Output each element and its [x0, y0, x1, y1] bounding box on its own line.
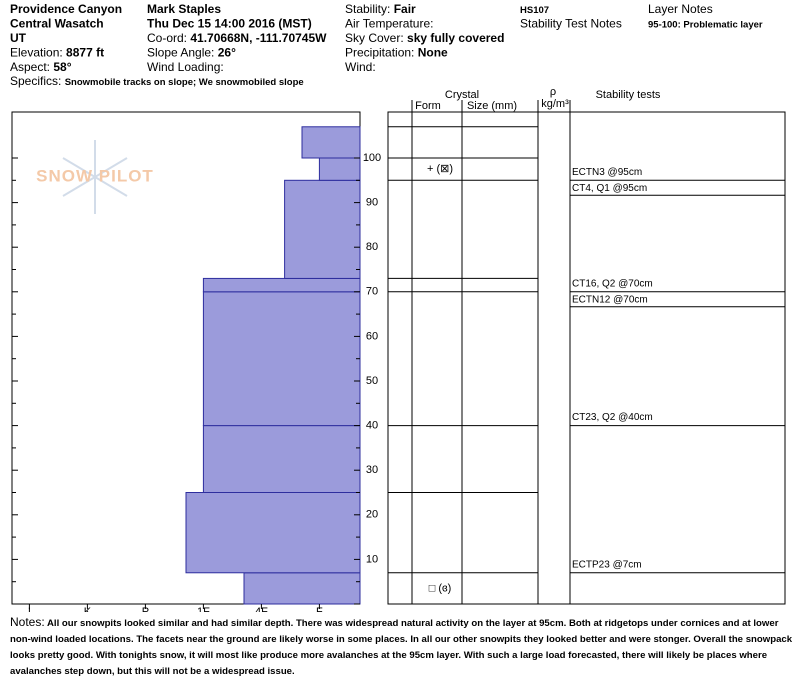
field-value: sky fully covered: [407, 31, 504, 45]
y-tick-label: 60: [366, 330, 378, 342]
field-value: HS107: [520, 5, 549, 16]
field-label: Wind Loading:: [147, 60, 224, 74]
field-label: Aspect:: [10, 60, 50, 74]
column-header: Form: [415, 100, 441, 112]
column-header: Crystal: [445, 89, 479, 101]
field-value: UT: [10, 31, 27, 45]
y-tick-label: 50: [366, 375, 378, 387]
grain-form: □ (ɞ): [429, 582, 452, 594]
field-label: Stability Test Notes: [520, 17, 622, 31]
field-label: Air Temperature:: [345, 17, 433, 31]
header-field: Air Temperature:: [345, 17, 433, 31]
stability-test: ECTN12 @70cm: [572, 294, 648, 305]
column-header: Stability tests: [596, 89, 661, 101]
column-header: Size (mm): [467, 100, 517, 112]
logo-text: SNOW PILOT: [36, 166, 154, 185]
stability-test: CT4, Q1 @95cm: [572, 183, 647, 194]
field-label: Elevation:: [10, 46, 63, 60]
specifics: Specifics: Snowmobile tracks on slope; W…: [10, 74, 304, 88]
field-value: 8877 ft: [66, 46, 104, 60]
header-field: Precipitation: None: [345, 46, 448, 60]
y-tick-label: 40: [366, 420, 378, 432]
column-header: kg/m³: [541, 98, 569, 110]
hardness-bar: [185, 492, 361, 574]
field-value: None: [418, 46, 448, 60]
header-field: Elevation: 8877 ft: [10, 46, 104, 60]
field-value: 41.70668N, -111.70745W: [190, 31, 327, 45]
x-tick-label: K: [84, 606, 92, 612]
y-tick-label: 20: [366, 509, 378, 521]
x-tick-label: 4F: [255, 606, 268, 612]
x-tick-label: 1F: [197, 606, 210, 612]
column-header: ρ: [550, 86, 556, 98]
field-value: 26°: [218, 46, 236, 60]
stability-test: CT16, Q2 @70cm: [572, 278, 653, 289]
hardness-bar: [318, 157, 361, 181]
grain-form: + (⊠): [427, 163, 453, 175]
field-label: Slope Angle:: [147, 46, 214, 60]
header-field: Mark Staples: [147, 2, 221, 16]
notes: Notes: All our snowpits looked similar a…: [10, 614, 798, 676]
x-tick-label: I: [28, 606, 31, 612]
notes-label: Notes:: [10, 615, 45, 629]
header-field: Thu Dec 15 14:00 2016 (MST): [147, 17, 312, 31]
field-value: Central Wasatch: [10, 17, 104, 31]
x-tick-label: F: [316, 606, 323, 612]
y-tick-label: 100: [363, 152, 381, 164]
header-field: Co-ord: 41.70668N, -111.70745W: [147, 31, 327, 45]
field-value: 95-100: Problematic layer: [648, 19, 763, 30]
field-value: Mark Staples: [147, 2, 221, 16]
y-tick-label: 80: [366, 241, 378, 253]
y-tick-label: 30: [366, 464, 378, 476]
header-field: UT: [10, 31, 27, 45]
field-value: 58°: [53, 60, 71, 74]
logo: [62, 140, 128, 214]
hardness-bar: [284, 179, 361, 279]
hardness-bar: [202, 291, 361, 427]
field-label: Precipitation:: [345, 46, 414, 60]
x-tick-label: P: [142, 606, 149, 612]
specifics-label: Specifics:: [10, 74, 61, 88]
header-field: Aspect: 58°: [10, 60, 72, 74]
header-field: Wind:: [345, 60, 376, 74]
stability-test: CT23, Q2 @40cm: [572, 412, 653, 423]
field-label: Wind:: [345, 60, 376, 74]
header-field: 95-100: Problematic layer: [648, 19, 763, 30]
header-field: Wind Loading:: [147, 60, 224, 74]
field-label: Layer Notes: [648, 2, 713, 16]
field-label: Stability:: [345, 2, 390, 16]
header-field: Central Wasatch: [10, 17, 104, 31]
hardness-bar: [202, 425, 361, 494]
field-label: Co-ord:: [147, 31, 187, 45]
header-field: Providence Canyon: [10, 2, 122, 16]
field-value: Thu Dec 15 14:00 2016 (MST): [147, 17, 312, 31]
header-field: Stability: Fair: [345, 2, 416, 16]
notes-text: All our snowpits looked similar and had …: [10, 618, 793, 676]
header-field: Layer Notes: [648, 2, 713, 16]
field-value: Providence Canyon: [10, 2, 122, 16]
y-tick-label: 90: [366, 197, 378, 209]
field-value: Fair: [394, 2, 416, 16]
hardness-bar: [202, 277, 361, 293]
header-field: Sky Cover: sky fully covered: [345, 31, 504, 45]
y-tick-label: 10: [366, 553, 378, 565]
hardness-bar: [301, 126, 361, 159]
hardness-bar: [243, 572, 361, 605]
header-field: Stability Test Notes: [520, 17, 622, 31]
specifics-value: Snowmobile tracks on slope; We snowmobil…: [65, 77, 304, 88]
layer-frame: [387, 111, 786, 605]
stability-test: ECTN3 @95cm: [572, 167, 642, 178]
field-label: Sky Cover:: [345, 31, 404, 45]
header-field: Slope Angle: 26°: [147, 46, 236, 60]
stability-test: ECTP23 @7cm: [572, 559, 642, 570]
header-field: HS107: [520, 5, 549, 16]
y-tick-label: 70: [366, 286, 378, 298]
